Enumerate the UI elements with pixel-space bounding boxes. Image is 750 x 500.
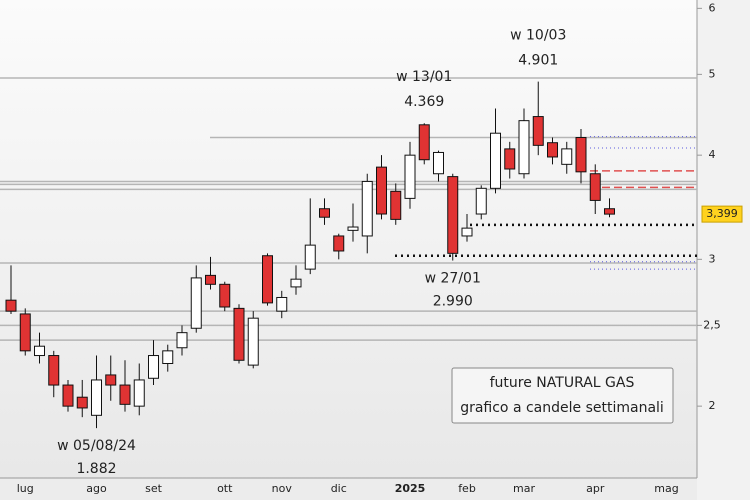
candle-body	[347, 226, 359, 231]
candle-body	[76, 396, 88, 409]
candle-body	[604, 208, 615, 215]
y-tick-label: 2,5	[703, 318, 721, 331]
candle-body	[390, 190, 402, 220]
candle-body	[91, 379, 102, 416]
legend-box: future NATURAL GAS grafico a candele set…	[451, 367, 674, 424]
candle-body	[361, 180, 373, 237]
price-tag-label: 3,399	[706, 207, 738, 220]
candle-body	[247, 317, 259, 366]
candle-body	[19, 313, 31, 352]
x-tick-label: mar	[513, 482, 535, 495]
x-tick-label: set	[145, 482, 162, 495]
y-tick-label: 6	[709, 1, 716, 14]
candle-body	[518, 120, 530, 175]
x-axis-area	[0, 478, 697, 500]
candle-body	[461, 227, 473, 237]
y-tick-label: 5	[709, 67, 716, 80]
candle-body	[290, 278, 302, 288]
x-tick-label: ago	[86, 482, 107, 495]
candle-body	[447, 176, 459, 254]
candle-body	[219, 283, 231, 308]
candle-body	[190, 277, 202, 329]
x-tick-label: 2025	[395, 482, 426, 495]
candle-body	[333, 235, 345, 252]
annotation-date: w 10/03	[510, 28, 566, 44]
candle-body	[404, 154, 416, 199]
legend-text: grafico a candele settimanali	[460, 400, 664, 416]
candle-body	[490, 132, 501, 189]
x-tick-label: feb	[458, 482, 476, 495]
annotation-value: 4.901	[518, 53, 558, 69]
annotation-date: w 27/01	[425, 271, 481, 287]
candle-body	[205, 274, 216, 285]
candle-body	[133, 379, 145, 407]
x-tick-label: nov	[272, 482, 293, 495]
candle-body	[433, 151, 444, 175]
candle-body	[418, 124, 430, 161]
candle-body	[48, 355, 60, 386]
y-axis-area	[697, 0, 750, 500]
y-tick-label: 2	[709, 399, 716, 412]
candle-body	[376, 166, 387, 215]
candle-body	[162, 350, 174, 364]
legend-frame	[451, 367, 674, 424]
annotation-date: w 05/08/24	[57, 438, 136, 454]
candle-body	[148, 355, 159, 379]
y-tick-label: 4	[709, 148, 716, 161]
x-tick-label: mag	[654, 482, 678, 495]
candle-body	[475, 187, 487, 215]
candle-body	[262, 255, 273, 304]
candle-body	[176, 332, 188, 349]
y-tick-label: 3	[709, 252, 716, 265]
candle-body	[62, 384, 74, 407]
candle-body	[233, 307, 245, 361]
legend-text: future NATURAL GAS	[490, 375, 635, 391]
candle-body	[532, 116, 544, 146]
candle-body	[119, 384, 131, 405]
annotation-value: 1.882	[76, 461, 116, 477]
candle-body	[547, 142, 558, 158]
price-tag	[701, 205, 743, 223]
candle-body	[589, 173, 601, 201]
candle-body	[105, 374, 117, 386]
candle-body	[5, 299, 17, 312]
annotation-date: w 13/01	[396, 69, 452, 85]
candle-body	[504, 148, 516, 170]
annotation-value: 2.990	[433, 294, 473, 310]
candle-body	[575, 136, 587, 173]
x-tick-label: ott	[217, 482, 233, 495]
candle-body	[34, 345, 45, 357]
annotation-value: 4.369	[404, 94, 444, 110]
x-tick-label: dic	[331, 482, 347, 495]
candle-body	[319, 208, 330, 218]
candle-body	[561, 148, 573, 165]
x-tick-label: lug	[17, 482, 34, 495]
candle-body	[276, 296, 288, 312]
candle-body	[304, 244, 316, 270]
x-tick-label: apr	[586, 482, 605, 495]
